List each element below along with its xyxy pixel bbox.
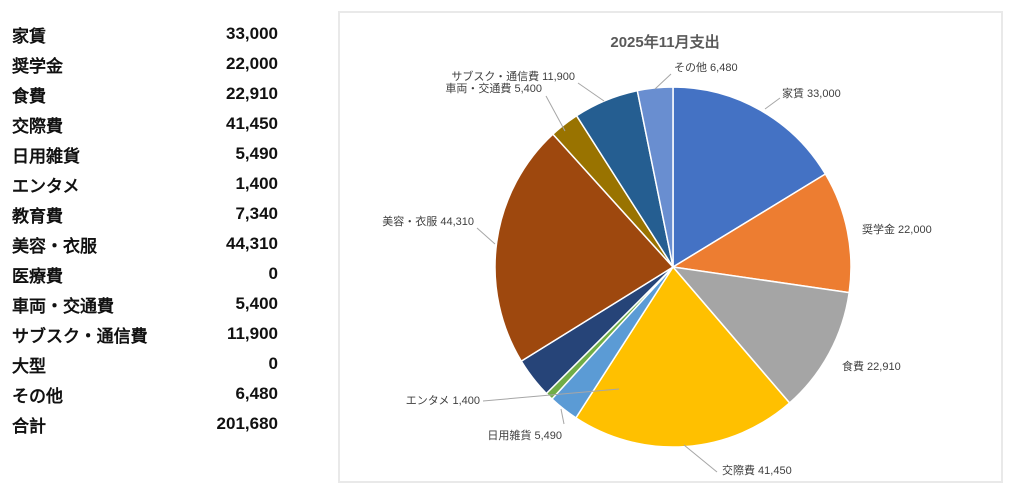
table-row: 大型 0 [12, 349, 278, 379]
row-label[interactable]: 医療費 [12, 266, 63, 286]
table-row: 日用雑貨 5,490 [12, 139, 278, 169]
row-value[interactable]: 22,910 [226, 84, 278, 103]
chart-card[interactable]: 2025年11月支出 家賃 33,000 奨学金 22,000 食費 22,910 交… [338, 11, 1003, 483]
row-value[interactable]: 5,490 [235, 144, 278, 163]
table-row: 奨学金 22,000 [12, 49, 278, 79]
row-label[interactable]: 奨学金 [12, 56, 63, 76]
table-row: 教育費 7,340 [12, 199, 278, 229]
row-label[interactable]: 美容・衣服 [12, 236, 97, 256]
row-value[interactable]: 41,450 [226, 114, 278, 133]
row-label[interactable]: その他 [12, 386, 63, 406]
table-row: 食費 22,910 [12, 79, 278, 109]
row-value[interactable]: 201,680 [216, 414, 278, 433]
slice-label: 奨学金 22,000 [862, 222, 932, 236]
row-value[interactable]: 6,480 [235, 384, 278, 403]
leader-line [654, 73, 672, 90]
leader-line [577, 82, 605, 102]
row-label[interactable]: 家賃 [12, 26, 46, 46]
row-label[interactable]: 車両・交通費 [12, 296, 114, 316]
row-label[interactable]: エンタメ [12, 176, 80, 196]
slice-label: 家賃 33,000 [782, 86, 841, 100]
table-row: 交際費 41,450 [12, 109, 278, 139]
slice-label: サブスク・通信費 11,900 [451, 69, 575, 83]
table-row: エンタメ 1,400 [12, 169, 278, 199]
leader-line [764, 97, 781, 110]
row-label[interactable]: 食費 [12, 86, 46, 106]
chart-title: 2025年11月支出 [610, 33, 719, 51]
table-row: 美容・衣服 44,310 [12, 229, 278, 259]
pie-slice-1[interactable] [672, 173, 852, 294]
row-value[interactable]: 44,310 [226, 234, 278, 253]
slice-label: 日用雑貨 5,490 [487, 428, 562, 442]
pie-slice-7[interactable] [494, 133, 674, 362]
leader-line [545, 95, 566, 132]
row-label[interactable]: 大型 [12, 356, 46, 376]
row-label[interactable]: サブスク・通信費 [12, 326, 148, 346]
slice-label: 食費 22,910 [842, 359, 901, 373]
row-value[interactable]: 11,900 [226, 324, 278, 343]
row-value[interactable]: 7,340 [235, 204, 278, 223]
pie-slices [494, 86, 852, 448]
row-label[interactable]: 教育費 [12, 206, 63, 226]
table-row: その他 6,480 [12, 379, 278, 409]
row-value[interactable]: 5,400 [235, 294, 278, 313]
slice-label: 美容・衣服 44,310 [382, 214, 474, 228]
row-value[interactable]: 33,000 [226, 24, 278, 43]
row-value[interactable]: 0 [268, 354, 278, 373]
table-row: サブスク・通信費 11,900 [12, 319, 278, 349]
row-label[interactable]: 交際費 [12, 116, 63, 136]
row-value[interactable]: 1,400 [235, 174, 278, 193]
slice-label: その他 6,480 [674, 61, 738, 74]
table-row: 医療費 0 [12, 259, 278, 289]
pie-labels: 家賃 33,000 奨学金 22,000 食費 22,910 交際費 41,450 日用… [382, 61, 931, 477]
row-label[interactable]: 合計 [12, 416, 46, 436]
pie-slice-0[interactable] [672, 86, 827, 268]
pie-slice-12[interactable] [636, 86, 674, 268]
leader-line [476, 227, 496, 245]
slice-label: エンタメ 1,400 [406, 394, 480, 407]
row-value[interactable]: 0 [268, 264, 278, 283]
expense-table: 家賃 33,000 奨学金 22,000 食費 22,910 交際費 41,450 日用雑貨 5,… [12, 19, 278, 439]
leader-line [683, 444, 718, 473]
pie-slice-2[interactable] [672, 266, 850, 404]
leader-line [560, 408, 565, 425]
slice-label: 交際費 41,450 [722, 463, 792, 477]
table-row: 合計 201,680 [12, 409, 278, 439]
table-row: 車両・交通費 5,400 [12, 289, 278, 319]
row-value[interactable]: 22,000 [226, 54, 278, 73]
pie-chart: 2025年11月支出 家賃 33,000 奨学金 22,000 食費 22,910 交… [382, 33, 931, 477]
slice-label: 車両・交通費 5,400 [445, 81, 542, 95]
table-row: 家賃 33,000 [12, 19, 278, 49]
leader-line [482, 388, 620, 402]
row-label[interactable]: 日用雑貨 [12, 146, 80, 166]
